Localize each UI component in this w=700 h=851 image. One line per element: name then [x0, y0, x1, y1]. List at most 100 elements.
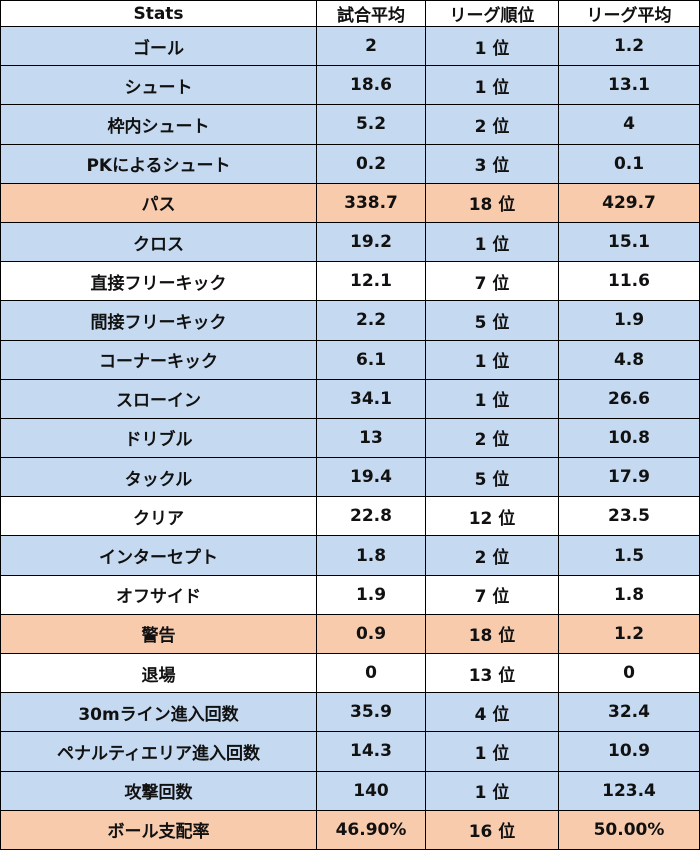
table-row: オフサイド 1.9 7 位 1.8 — [0, 574, 700, 615]
league-average-cell: 1.5 — [558, 535, 700, 576]
match-average-cell: 18.6 — [316, 65, 426, 106]
header-league-average: リーグ平均 — [558, 0, 700, 27]
stat-name-cell: コーナーキック — [0, 339, 317, 380]
table-row: 直接フリーキック 12.1 7 位 11.6 — [0, 261, 700, 302]
stat-name-cell: ペナルティエリア進入回数 — [0, 731, 317, 772]
header-match-average: 試合平均 — [316, 0, 426, 27]
league-average-cell: 15.1 — [558, 221, 700, 263]
stat-name-cell: 間接フリーキック — [0, 300, 317, 341]
header-league-rank: リーグ順位 — [425, 0, 559, 27]
table-row: 30mライン進入回数 35.9 4 位 32.4 — [0, 692, 700, 733]
stat-name-cell: スローイン — [0, 378, 317, 419]
league-average-cell: 4.8 — [558, 339, 700, 380]
league-rank-cell: 5 位 — [425, 457, 559, 498]
league-average-cell: 429.7 — [558, 182, 700, 223]
stat-name-cell: 退場 — [0, 652, 317, 694]
league-rank-cell: 1 位 — [425, 731, 559, 772]
league-rank-cell: 1 位 — [425, 770, 559, 811]
table-row: シュート 18.6 1 位 13.1 — [0, 65, 700, 106]
league-rank-cell: 4 位 — [425, 692, 559, 733]
league-average-cell: 123.4 — [558, 770, 700, 811]
stat-name-cell: シュート — [0, 65, 317, 106]
league-average-cell: 50.00% — [558, 809, 700, 851]
table-row: パス 338.7 18 位 429.7 — [0, 182, 700, 223]
league-average-cell: 11.6 — [558, 261, 700, 302]
stat-name-cell: パス — [0, 182, 317, 223]
league-average-cell: 26.6 — [558, 378, 700, 419]
stat-name-cell: インターセプト — [0, 535, 317, 576]
league-average-cell: 1.8 — [558, 574, 700, 615]
stat-name-cell: 直接フリーキック — [0, 261, 317, 302]
match-average-cell: 0.9 — [316, 613, 426, 655]
stats-body: ゴール 2 1 位 1.2 シュート 18.6 1 位 13.1 枠内シュート 5.2 2 位 4 PK… — [0, 25, 700, 851]
stat-name-cell: 攻撃回数 — [0, 770, 317, 811]
stat-name-cell: クロス — [0, 221, 317, 263]
stat-name-cell: ゴール — [0, 25, 317, 67]
match-average-cell: 13 — [316, 417, 426, 459]
match-average-cell: 12.1 — [316, 261, 426, 302]
match-average-cell: 14.3 — [316, 731, 426, 772]
league-average-cell: 23.5 — [558, 496, 700, 537]
stat-name-cell: タックル — [0, 457, 317, 498]
table-row: コーナーキック 6.1 1 位 4.8 — [0, 339, 700, 380]
match-average-cell: 338.7 — [316, 182, 426, 223]
table-row: クロス 19.2 1 位 15.1 — [0, 221, 700, 263]
match-average-cell: 34.1 — [316, 378, 426, 419]
match-average-cell: 1.8 — [316, 535, 426, 576]
league-average-cell: 4 — [558, 104, 700, 145]
league-average-cell: 10.8 — [558, 417, 700, 459]
table-row: クリア 22.8 12 位 23.5 — [0, 496, 700, 537]
stat-name-cell: ボール支配率 — [0, 809, 317, 851]
league-rank-cell: 2 位 — [425, 104, 559, 145]
league-rank-cell: 7 位 — [425, 574, 559, 615]
match-average-cell: 1.9 — [316, 574, 426, 615]
match-average-cell: 5.2 — [316, 104, 426, 145]
stat-name-cell: ドリブル — [0, 417, 317, 459]
table-row: PKによるシュート 0.2 3 位 0.1 — [0, 143, 700, 184]
table-row: ボール支配率 46.90% 16 位 50.00% — [0, 809, 700, 851]
stat-name-cell: 警告 — [0, 613, 317, 655]
league-rank-cell: 5 位 — [425, 300, 559, 341]
stat-name-cell: クリア — [0, 496, 317, 537]
table-row: ペナルティエリア進入回数 14.3 1 位 10.9 — [0, 731, 700, 772]
league-rank-cell: 16 位 — [425, 809, 559, 851]
league-average-cell: 0 — [558, 652, 700, 694]
league-rank-cell: 1 位 — [425, 221, 559, 263]
match-average-cell: 2 — [316, 25, 426, 67]
table-row: ドリブル 13 2 位 10.8 — [0, 417, 700, 459]
league-rank-cell: 1 位 — [425, 65, 559, 106]
stat-name-cell: 枠内シュート — [0, 104, 317, 145]
table-row: タックル 19.4 5 位 17.9 — [0, 457, 700, 498]
league-rank-cell: 1 位 — [425, 378, 559, 419]
league-average-cell: 1.9 — [558, 300, 700, 341]
league-average-cell: 0.1 — [558, 143, 700, 184]
match-average-cell: 6.1 — [316, 339, 426, 380]
league-average-cell: 32.4 — [558, 692, 700, 733]
match-average-cell: 35.9 — [316, 692, 426, 733]
league-rank-cell: 3 位 — [425, 143, 559, 184]
stat-name-cell: PKによるシュート — [0, 143, 317, 184]
match-average-cell: 46.90% — [316, 809, 426, 851]
league-average-cell: 17.9 — [558, 457, 700, 498]
header-row: Stats 試合平均 リーグ順位 リーグ平均 — [0, 0, 700, 27]
league-average-cell: 13.1 — [558, 65, 700, 106]
league-average-cell: 10.9 — [558, 731, 700, 772]
table-row: インターセプト 1.8 2 位 1.5 — [0, 535, 700, 576]
league-rank-cell: 12 位 — [425, 496, 559, 537]
league-average-cell: 1.2 — [558, 25, 700, 67]
stat-name-cell: オフサイド — [0, 574, 317, 615]
match-average-cell: 140 — [316, 770, 426, 811]
league-rank-cell: 18 位 — [425, 182, 559, 223]
league-rank-cell: 7 位 — [425, 261, 559, 302]
table-row: ゴール 2 1 位 1.2 — [0, 25, 700, 67]
table-row: スローイン 34.1 1 位 26.6 — [0, 378, 700, 419]
league-average-cell: 1.2 — [558, 613, 700, 655]
match-average-cell: 22.8 — [316, 496, 426, 537]
league-rank-cell: 1 位 — [425, 339, 559, 380]
match-average-cell: 0 — [316, 652, 426, 694]
match-average-cell: 0.2 — [316, 143, 426, 184]
league-rank-cell: 1 位 — [425, 25, 559, 67]
